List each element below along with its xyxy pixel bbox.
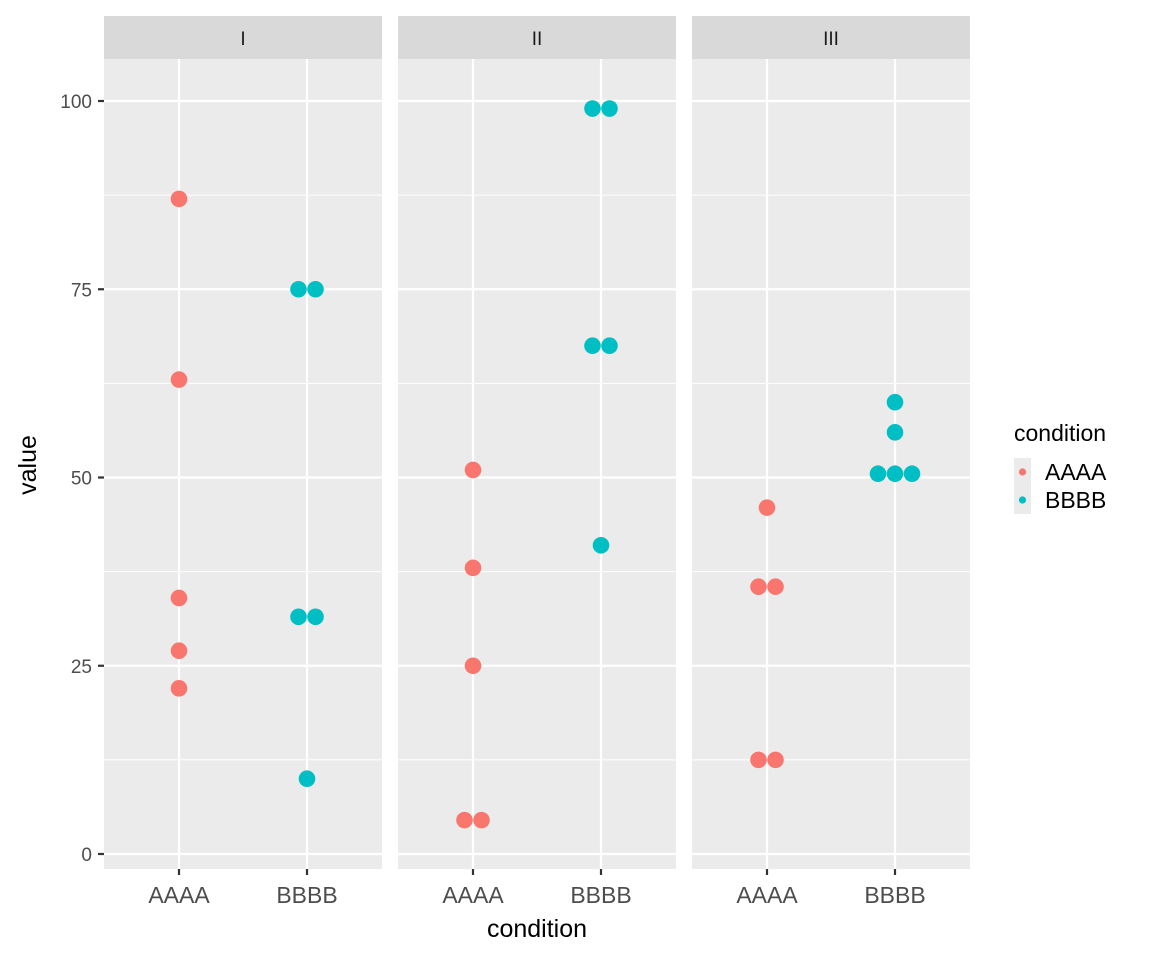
data-point-aaaa [758,499,776,516]
panels-layer: I AAAA BBBB II AAAA BBBB III AAAA BBBB [104,16,970,908]
y-axis-title: value [14,435,42,495]
data-point-aaaa [170,680,188,697]
axes-layer: 0 25 50 75 100 [60,92,104,866]
x-tick-label: AAAA [736,882,798,908]
data-point-aaaa [767,751,784,769]
data-point-bbbb [290,280,307,298]
data-point-bbbb [886,424,904,441]
data-point-aaaa [170,589,188,607]
data-point-aaaa [170,190,188,208]
data-point-bbbb [592,536,610,554]
facet-strip-label: II [532,29,543,50]
y-tick-label: 0 [81,845,92,866]
panel-background [398,59,676,869]
x-tick-label: BBBB [864,882,925,908]
data-point-bbbb [601,100,618,117]
panel-background [692,59,970,869]
data-point-bbbb [307,608,324,626]
data-point-aaaa [456,811,473,829]
facet-strip-label: III [823,29,839,50]
facet-panel-III: III AAAA BBBB [692,16,970,908]
x-tick-label: AAAA [148,882,210,908]
data-point-aaaa [767,578,784,595]
data-point-aaaa [464,657,482,675]
legend-key-swatch [1018,468,1027,476]
x-tick-label: BBBB [570,882,631,908]
facet-strip-label: I [240,29,245,50]
data-point-bbbb [601,337,618,355]
data-point-bbbb [903,465,921,483]
facet-panel-II: II AAAA BBBB [398,16,676,908]
facet-strip [104,16,382,59]
data-point-bbbb [886,393,904,411]
legend-key-swatch [1018,496,1027,504]
data-point-bbbb [584,100,601,117]
data-point-bbbb [298,770,316,787]
y-tick-label: 25 [71,657,92,678]
legend-label: AAAA [1045,459,1107,485]
panel-background [104,59,382,869]
facet-strip [692,16,970,59]
legend-entry-aaaa: AAAA [1014,458,1107,486]
data-point-bbbb [869,465,887,483]
data-point-bbbb [584,337,601,355]
data-point-aaaa [464,461,482,479]
data-point-aaaa [750,578,767,595]
data-point-bbbb [886,465,904,483]
y-tick-label: 100 [60,92,92,113]
data-point-aaaa [473,811,490,829]
facet-strip [398,16,676,59]
y-tick-label: 50 [71,469,92,490]
legend-entry-bbbb: BBBB [1014,486,1106,514]
data-point-aaaa [750,751,767,769]
legend-title: condition [1014,420,1106,446]
data-point-aaaa [464,559,482,577]
x-tick-label: BBBB [276,882,337,908]
data-point-bbbb [290,608,307,626]
data-point-aaaa [170,642,188,659]
x-tick-label: AAAA [442,882,504,908]
data-point-bbbb [307,280,324,298]
legend-label: BBBB [1045,487,1106,513]
facet-panel-I: I AAAA BBBB [104,16,382,908]
data-point-aaaa [170,371,188,388]
y-tick-label: 75 [71,280,92,301]
x-axis-title: condition [487,915,587,943]
